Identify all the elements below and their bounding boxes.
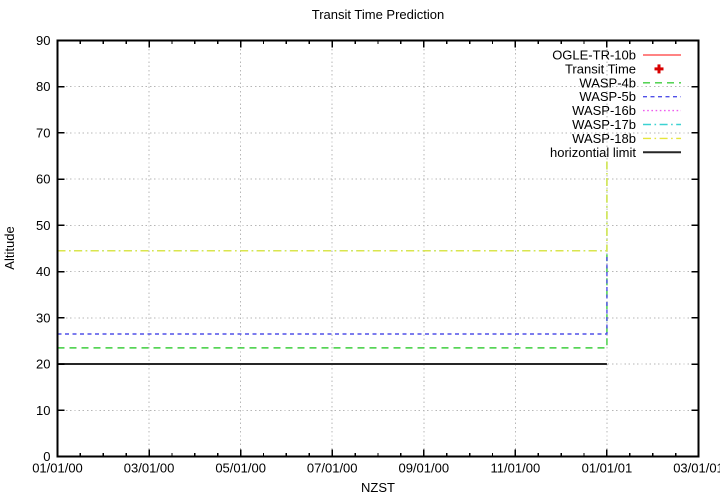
chart-title: Transit Time Prediction (312, 7, 444, 22)
y-tick-label: 30 (36, 310, 50, 325)
x-tick-label: 11/01/00 (491, 461, 541, 476)
y-tick-label: 40 (36, 264, 50, 279)
y-tick-label: 60 (36, 172, 50, 187)
y-tick-label: 0 (43, 449, 50, 464)
y-tick-label: 90 (36, 33, 50, 48)
legend-label-wasp-17b: WASP-17b (572, 117, 636, 132)
y-tick-label: 10 (36, 403, 50, 418)
x-axis-label: NZST (361, 480, 395, 495)
legend-label-wasp-5b: WASP-5b (579, 89, 636, 104)
y-tick-label: 70 (36, 125, 50, 140)
x-tick-label: 01/01/00 (32, 461, 83, 476)
legend-label-horizontial-limit: horizontial limit (550, 145, 636, 160)
legend-label-wasp-16b: WASP-16b (572, 103, 636, 118)
y-tick-label: 50 (36, 218, 50, 233)
series-line-wasp-18b (57, 158, 608, 252)
series-line-wasp-5b (57, 253, 608, 335)
axis-ticks (56, 39, 700, 458)
legend-label-transit-time: Transit Time (565, 61, 636, 76)
y-tick-label: 20 (36, 357, 50, 372)
y-tick-label: 80 (36, 79, 50, 94)
x-tick-label: 05/01/00 (215, 461, 266, 476)
x-tick-label: 03/01/01 (673, 461, 720, 476)
y-axis-label: Altitude (2, 226, 17, 269)
x-tick-label: 03/01/00 (124, 461, 175, 476)
x-tick-label: 07/01/00 (307, 461, 358, 476)
series-line-wasp-4b (57, 253, 608, 349)
x-tick-label: 01/01/01 (582, 461, 633, 476)
legend-label-wasp-4b: WASP-4b (579, 75, 636, 90)
series-lines (57, 158, 608, 366)
x-tick-label: 09/01/00 (398, 461, 449, 476)
axis-tick-labels: 0 10 20 30 40 50 60 70 80 90 01/01/00 03/01/00 05/01… (32, 33, 720, 476)
legend-label-ogle-tr-10b: OGLE-TR-10b (552, 48, 636, 63)
legend-label-wasp-18b: WASP-18b (572, 131, 636, 146)
